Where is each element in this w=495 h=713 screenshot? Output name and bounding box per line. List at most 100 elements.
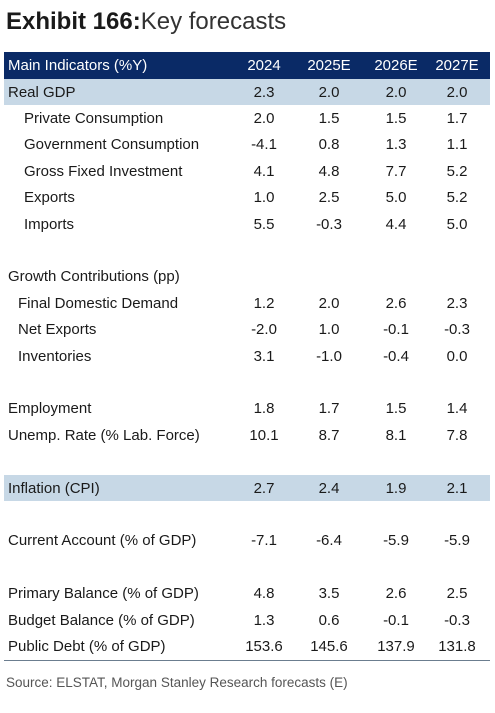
table-row: Budget Balance (% of GDP) 1.3 0.6 -0.1 -0.3 bbox=[4, 607, 490, 633]
row-label: Exports bbox=[24, 189, 75, 207]
row-value bbox=[294, 554, 364, 580]
row-value: -0.3 bbox=[316, 215, 342, 233]
row-value: 137.9 bbox=[377, 637, 415, 655]
table-row: Government Consumption -4.1 0.8 1.3 1.1 bbox=[4, 132, 490, 158]
row-value: 1.3 bbox=[385, 136, 407, 154]
row-value: 10.1 bbox=[249, 426, 279, 444]
row-value: 4.1 bbox=[253, 162, 275, 180]
header-year: 2025E bbox=[307, 57, 351, 74]
table-row bbox=[4, 369, 490, 395]
row-value: 4.4 bbox=[385, 215, 407, 233]
table-row: Gross Fixed Investment 4.1 4.8 7.7 5.2 bbox=[4, 158, 490, 184]
row-value bbox=[422, 264, 492, 290]
row-label: Government Consumption bbox=[24, 136, 200, 154]
row-value bbox=[294, 448, 364, 474]
row-value: -0.1 bbox=[383, 321, 409, 339]
row-label: Inventories bbox=[18, 347, 92, 365]
table-row: Net Exports -2.0 1.0 -0.1 -0.3 bbox=[4, 317, 490, 343]
row-label: Public Debt (% of GDP) bbox=[8, 637, 166, 655]
row-value bbox=[361, 554, 431, 580]
row-value: 1.0 bbox=[253, 189, 275, 207]
row-value: 0.0 bbox=[446, 347, 468, 365]
row-value: 1.8 bbox=[253, 400, 275, 418]
row-value: 8.1 bbox=[385, 426, 407, 444]
table-row: Exports 1.0 2.5 5.0 5.2 bbox=[4, 185, 490, 211]
row-label: Primary Balance (% of GDP) bbox=[8, 585, 199, 603]
row-label: Private Consumption bbox=[24, 110, 164, 128]
row-label: Final Domestic Demand bbox=[18, 294, 179, 312]
row-value bbox=[294, 264, 364, 290]
row-value: 1.3 bbox=[253, 611, 275, 629]
table-row bbox=[4, 554, 490, 580]
table-row: Imports 5.5 -0.3 4.4 5.0 bbox=[4, 211, 490, 237]
exhibit-caption: Key forecasts bbox=[140, 8, 287, 35]
row-value: 2.3 bbox=[446, 294, 468, 312]
row-value: 2.7 bbox=[253, 479, 275, 497]
row-label: Net Exports bbox=[18, 321, 97, 339]
row-value bbox=[361, 369, 431, 395]
row-value: 1.2 bbox=[253, 294, 275, 312]
row-value bbox=[229, 501, 299, 527]
header-year: 2024 bbox=[247, 57, 281, 74]
row-value: 8.7 bbox=[318, 426, 340, 444]
row-value: 1.4 bbox=[446, 400, 468, 418]
row-label: Gross Fixed Investment bbox=[24, 162, 183, 180]
table-row bbox=[4, 448, 490, 474]
row-label: Real GDP bbox=[8, 83, 76, 101]
row-label: Growth Contributions (pp) bbox=[8, 268, 180, 286]
row-value: 131.8 bbox=[438, 637, 476, 655]
row-value: -5.9 bbox=[444, 532, 470, 550]
row-value: 7.7 bbox=[385, 162, 407, 180]
row-value: 2.0 bbox=[253, 110, 275, 128]
row-value: 1.7 bbox=[446, 110, 468, 128]
row-value bbox=[229, 369, 299, 395]
forecast-table: Main Indicators (%Y) 2024 2025E 2026E 20… bbox=[4, 52, 490, 661]
row-label: Employment bbox=[8, 400, 92, 418]
header-label: Main Indicators (%Y) bbox=[8, 57, 148, 74]
row-value bbox=[361, 237, 431, 263]
row-value bbox=[229, 554, 299, 580]
row-value bbox=[422, 501, 492, 527]
table-row: Final Domestic Demand 1.2 2.0 2.6 2.3 bbox=[4, 290, 490, 316]
row-value bbox=[422, 237, 492, 263]
row-value: 3.1 bbox=[253, 347, 275, 365]
table-row bbox=[4, 501, 490, 527]
row-value: 5.2 bbox=[446, 162, 468, 180]
table-row: Inventories 3.1 -1.0 -0.4 0.0 bbox=[4, 343, 490, 369]
table-row: Public Debt (% of GDP) 153.6 145.6 137.9 131… bbox=[4, 633, 490, 659]
row-value: 2.0 bbox=[385, 83, 407, 101]
row-value: 0.8 bbox=[318, 136, 340, 154]
row-value bbox=[294, 501, 364, 527]
exhibit-number: Exhibit 166: bbox=[6, 8, 141, 35]
row-value: 1.7 bbox=[318, 400, 340, 418]
row-value: -5.9 bbox=[383, 532, 409, 550]
table-row: Employment 1.8 1.7 1.5 1.4 bbox=[4, 396, 490, 422]
row-value: 1.5 bbox=[385, 400, 407, 418]
row-value bbox=[294, 369, 364, 395]
source-note: Source: ELSTAT, Morgan Stanley Research … bbox=[6, 675, 348, 690]
row-value: 2.0 bbox=[446, 83, 468, 101]
row-value bbox=[229, 237, 299, 263]
row-value: 1.5 bbox=[385, 110, 407, 128]
row-value: 1.0 bbox=[318, 321, 340, 339]
row-value bbox=[422, 554, 492, 580]
row-value: 1.1 bbox=[446, 136, 468, 154]
row-value: -0.4 bbox=[383, 347, 409, 365]
row-value bbox=[229, 264, 299, 290]
row-label: Unemp. Rate (% Lab. Force) bbox=[8, 426, 200, 444]
row-value: 1.5 bbox=[318, 110, 340, 128]
row-value bbox=[422, 448, 492, 474]
row-value: 5.0 bbox=[446, 215, 468, 233]
row-label: Current Account (% of GDP) bbox=[8, 532, 197, 550]
row-value bbox=[361, 448, 431, 474]
row-value: 2.0 bbox=[318, 294, 340, 312]
table-row: Private Consumption 2.0 1.5 1.5 1.7 bbox=[4, 105, 490, 131]
row-value: 145.6 bbox=[310, 637, 348, 655]
table-header-row: Main Indicators (%Y) 2024 2025E 2026E 20… bbox=[4, 52, 490, 79]
table-row: Inflation (CPI) 2.7 2.4 1.9 2.1 bbox=[4, 474, 490, 502]
row-value: -7.1 bbox=[251, 532, 277, 550]
row-value: 2.1 bbox=[446, 479, 468, 497]
row-value: -1.0 bbox=[316, 347, 342, 365]
row-value: 153.6 bbox=[245, 637, 283, 655]
row-value bbox=[361, 501, 431, 527]
